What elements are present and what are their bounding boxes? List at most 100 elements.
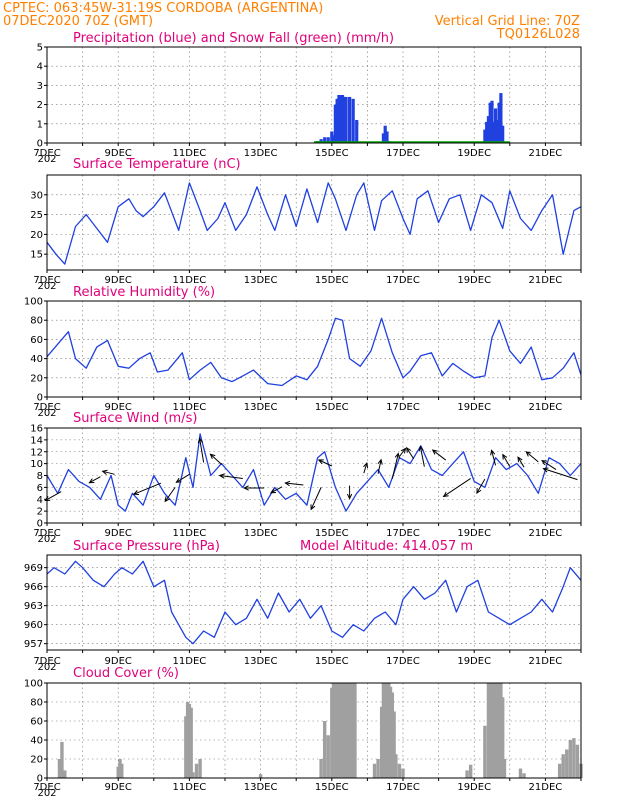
wind-ytick-label: 4 <box>37 495 43 506</box>
wind-arrow-head <box>400 447 407 454</box>
wind-arrow <box>270 486 283 494</box>
wind-arrow <box>176 473 190 483</box>
precip-bar <box>348 96 352 143</box>
cloud-xtick-label: 11DEC <box>173 782 207 793</box>
temp-xtick-label: 21DEC <box>529 275 563 286</box>
precip-bar <box>333 104 337 143</box>
cloud-bar <box>493 683 498 778</box>
rh-xtick-label: 19DEC <box>457 402 491 413</box>
wind-xtick-label: 9DEC <box>105 528 132 539</box>
rh-series-line <box>46 317 582 387</box>
cloud-bar <box>258 774 263 778</box>
precip-xtick-label: 11DEC <box>173 148 207 159</box>
wind-arrow <box>541 460 557 470</box>
precip-ytick-label: 0 <box>37 139 43 150</box>
cloud-bar <box>118 759 122 778</box>
wind-arrow <box>199 438 205 463</box>
cloud-bar <box>347 683 352 778</box>
precip-xtick-label: 19DEC <box>457 148 491 159</box>
pressure-xtick-label: 11DEC <box>173 656 207 667</box>
wind-arrow <box>164 487 176 502</box>
cloud-bar <box>390 692 395 778</box>
wind-ytick-label: 8 <box>37 471 43 482</box>
precip-panel: 0 1 2 3 4 5 7DEC 9DEC 11DEC 13DEC 15DEC 17DEC 19DEC 2… <box>33 31 582 165</box>
cloud-xtick-label: 7DEC <box>33 782 60 793</box>
temp-ytick-label: 20 <box>30 230 43 241</box>
pressure-subtitle: Model Altitude: 414.057 m <box>300 539 473 554</box>
wind-arrow-head <box>490 449 496 456</box>
precip-xtick-label: 17DEC <box>386 148 420 159</box>
precip-bar <box>497 102 501 143</box>
pressure-xtick-label: 9DEC <box>105 656 132 667</box>
wind-xtick-label: 13DEC <box>244 528 278 539</box>
cloud-year-stub: 202 <box>37 788 56 799</box>
pressure-year-stub: 202 <box>37 662 56 673</box>
wind-ytick-label: 12 <box>30 447 43 458</box>
cloud-bar <box>120 763 124 778</box>
cloud-bar <box>342 683 346 778</box>
cloud-bar <box>468 764 473 778</box>
precip-title: Precipitation (blue) and Snow Fall (gree… <box>73 31 394 46</box>
precip-xtick-label: 13DEC <box>244 148 278 159</box>
wind-arrow-head <box>394 452 400 459</box>
pressure-xtick-label: 7DEC <box>33 656 60 667</box>
wind-arrow-head <box>209 453 216 460</box>
rh-ytick-label: 40 <box>30 354 43 365</box>
precip-bar <box>326 137 330 143</box>
precip-ytick-label: 2 <box>37 100 43 111</box>
cloud-bar <box>344 683 348 778</box>
wind-xtick-label: 17DEC <box>386 528 420 539</box>
wind-arrow <box>502 454 511 467</box>
cloud-bar <box>187 703 192 778</box>
cloud-xtick-label: 9DEC <box>105 782 132 793</box>
temp-xtick-label: 13DEC <box>244 275 278 286</box>
wind-ytick-label: 10 <box>30 459 43 470</box>
wind-xtick-label: 21DEC <box>529 528 563 539</box>
precip-ytick-label: 3 <box>37 81 43 92</box>
cloud-xtick-label: 17DEC <box>386 782 420 793</box>
precip-bar <box>492 121 496 143</box>
wind-ytick-label: 14 <box>30 435 43 446</box>
wind-arrow <box>491 450 497 466</box>
wind-arrow-head <box>418 445 424 452</box>
wind-arrow <box>102 470 115 475</box>
cloud-bar <box>376 759 380 778</box>
wind-arrow <box>443 478 471 497</box>
wind-arrow <box>89 476 101 484</box>
precip-bar <box>335 98 339 143</box>
cloud-bar <box>499 683 503 778</box>
rh-frame <box>46 300 582 398</box>
rh-ytick-label: 80 <box>30 316 43 327</box>
cloud-bar <box>191 772 195 778</box>
header-location: CPTEC: 063:45W-31:19S CORDOBA (ARGENTINA… <box>3 1 323 16</box>
temp-xtick-label: 15DEC <box>315 275 349 286</box>
wind-arrow-head <box>197 437 203 444</box>
precip-bar <box>385 131 389 143</box>
rh-xtick-label: 11DEC <box>173 402 207 413</box>
cloud-bar <box>60 741 64 778</box>
wind-arrow-head <box>363 462 369 469</box>
wind-arrow-head <box>517 456 523 463</box>
cloud-bar <box>557 763 562 778</box>
wind-arrow <box>419 446 425 467</box>
precip-xtick-label: 15DEC <box>315 148 349 159</box>
cloud-bar <box>63 770 67 778</box>
precip-bar <box>330 131 334 143</box>
header-run-date: 07DEC2020 70Z (GMT) <box>3 14 153 29</box>
cloud-bar <box>198 759 202 778</box>
rh-year-stub: 202 <box>37 408 56 419</box>
cloud-title: Cloud Cover (%) <box>73 666 179 681</box>
wind-arrow <box>476 478 486 494</box>
cloud-frame <box>46 682 582 779</box>
wind-arrow <box>318 459 333 467</box>
cloud-bar <box>575 744 580 778</box>
pressure-xtick-label: 13DEC <box>244 656 278 667</box>
rh-xtick-label: 21DEC <box>529 402 563 413</box>
wind-arrow-head <box>317 459 324 465</box>
cloud-xtick-label: 15DEC <box>315 782 349 793</box>
temp-xtick-label: 11DEC <box>173 275 207 286</box>
cloud-bar <box>319 759 323 778</box>
cloud-bar <box>330 687 334 778</box>
pressure-ytick-label: 963 <box>24 601 43 612</box>
